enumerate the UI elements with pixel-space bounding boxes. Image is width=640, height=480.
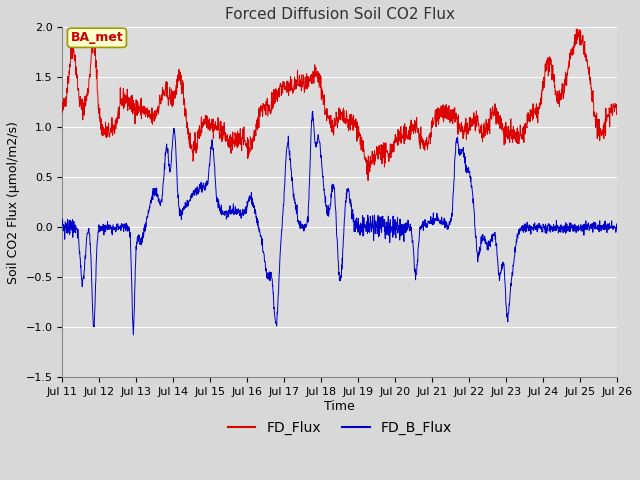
Text: BA_met: BA_met <box>70 31 124 44</box>
X-axis label: Time: Time <box>324 400 355 413</box>
Y-axis label: Soil CO2 Flux (μmol/m2/s): Soil CO2 Flux (μmol/m2/s) <box>7 121 20 284</box>
Legend: FD_Flux, FD_B_Flux: FD_Flux, FD_B_Flux <box>222 415 458 440</box>
Title: Forced Diffusion Soil CO2 Flux: Forced Diffusion Soil CO2 Flux <box>225 7 455 22</box>
